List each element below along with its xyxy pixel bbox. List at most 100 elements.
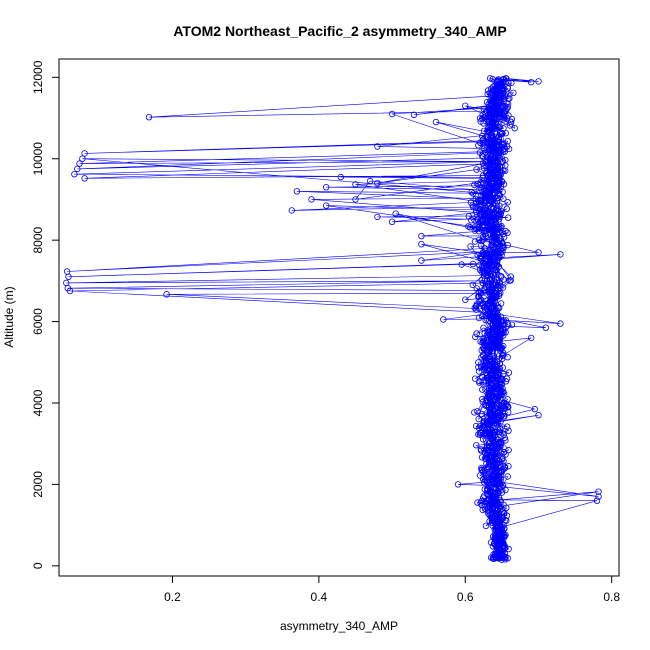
data-point — [479, 386, 486, 393]
data-point — [486, 281, 494, 288]
data-point — [484, 133, 492, 140]
data-point — [480, 324, 487, 331]
data-point — [505, 95, 512, 102]
data-point — [504, 85, 511, 92]
y-tick-label: 8000 — [31, 226, 45, 253]
data-point — [485, 300, 492, 307]
data-point — [488, 390, 495, 397]
data-point — [498, 505, 505, 513]
plot-frame — [58, 58, 620, 577]
data-point — [454, 481, 462, 488]
data-point — [352, 196, 359, 203]
data-point — [496, 380, 503, 387]
data-point — [489, 98, 496, 105]
data-point — [498, 412, 505, 419]
data-point — [490, 282, 498, 289]
data-point — [458, 261, 465, 268]
data-point — [477, 289, 485, 296]
data-point — [487, 99, 495, 106]
data-point — [388, 110, 396, 118]
data-point — [473, 166, 480, 173]
data-point — [473, 330, 480, 337]
data-point — [482, 469, 489, 477]
data-point — [508, 321, 516, 328]
data-point — [471, 227, 479, 234]
data-point — [504, 103, 512, 111]
data-point — [502, 554, 509, 561]
data-point — [492, 235, 499, 243]
data-point — [478, 430, 485, 437]
data-point — [499, 430, 506, 437]
data-point — [410, 111, 418, 118]
data-point — [505, 369, 513, 376]
y-axis-label: Altitude (m) — [2, 286, 16, 347]
data-point — [487, 154, 495, 161]
data-point — [483, 401, 490, 409]
data-point — [481, 230, 489, 238]
data-point — [79, 155, 86, 162]
data-point — [486, 317, 493, 324]
data-point — [494, 164, 501, 171]
data-point — [483, 182, 491, 189]
data-point — [504, 198, 511, 206]
data-point — [485, 367, 493, 375]
data-point — [469, 260, 477, 268]
data-point — [499, 76, 506, 83]
data-point — [487, 483, 494, 491]
data-point — [293, 188, 301, 195]
x-tick-label: 0.2 — [164, 590, 181, 604]
data-point — [500, 234, 508, 241]
data-point — [465, 213, 472, 220]
data-point — [288, 207, 295, 214]
data-point — [484, 87, 492, 94]
data-point — [479, 111, 486, 119]
data-point — [510, 89, 517, 96]
data-point — [488, 505, 496, 512]
data-point — [418, 232, 425, 240]
data-point — [504, 473, 511, 480]
data-point — [495, 439, 503, 446]
data-point — [499, 244, 506, 251]
data-point — [497, 300, 505, 307]
data-point — [479, 312, 486, 319]
data-point — [482, 354, 489, 361]
data-point — [497, 424, 504, 432]
data-point — [511, 124, 518, 132]
data-point — [493, 438, 500, 446]
data-point — [490, 553, 497, 561]
data-point — [535, 249, 542, 256]
y-tick-label: 0 — [31, 562, 45, 569]
data-point — [472, 303, 480, 310]
data-point — [492, 398, 500, 405]
data-point — [493, 262, 501, 269]
data-point — [484, 399, 491, 406]
data-point — [479, 395, 486, 403]
data-point — [498, 86, 506, 93]
data-point — [503, 205, 510, 212]
data-point — [496, 360, 504, 367]
data-point — [475, 363, 482, 371]
data-point — [501, 550, 509, 558]
data-point — [479, 152, 486, 160]
data-point — [493, 267, 500, 274]
data-point — [502, 317, 510, 324]
data-point — [504, 354, 511, 361]
data-point — [505, 463, 512, 470]
data-point — [491, 255, 498, 262]
data-point — [506, 122, 514, 129]
data-point — [478, 498, 485, 505]
data-point — [495, 554, 502, 561]
data-point — [462, 296, 469, 303]
data-point — [482, 317, 489, 324]
data-point — [506, 277, 513, 284]
data-point — [476, 297, 483, 305]
data-point — [500, 75, 507, 83]
data-point — [500, 525, 508, 532]
data-point — [505, 427, 512, 434]
data-point — [498, 94, 505, 101]
data-point — [483, 341, 490, 349]
y-axis: 0 2000 4000 6000 8000 10000 12000 — [31, 60, 59, 569]
data-point — [492, 528, 499, 535]
data-point — [483, 216, 491, 223]
